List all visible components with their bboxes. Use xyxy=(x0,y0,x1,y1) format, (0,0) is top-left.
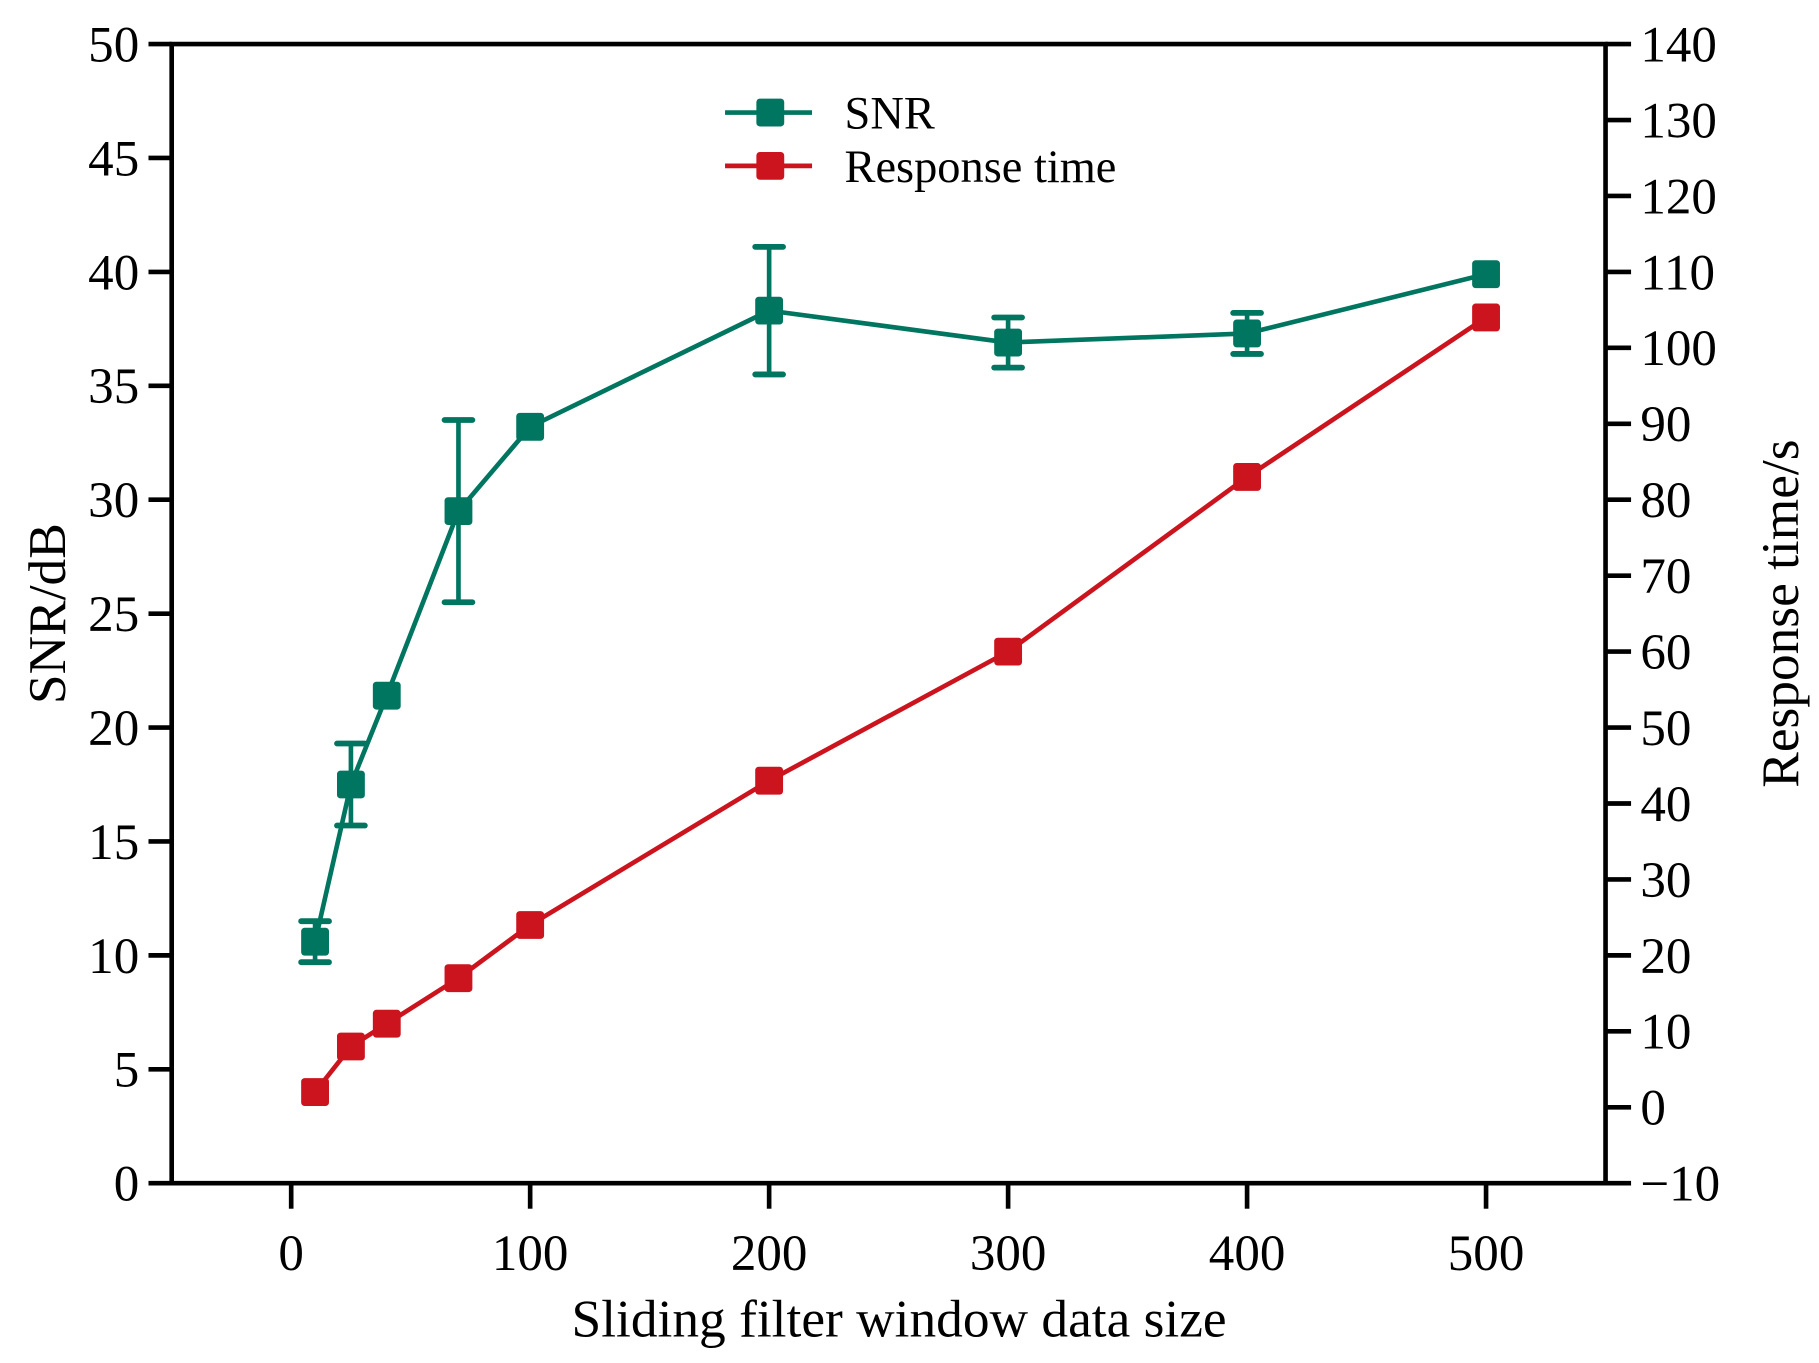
data-point-response-time xyxy=(337,1032,365,1061)
x-tick-label: 400 xyxy=(1209,1226,1286,1282)
right-y-tick-label: −10 xyxy=(1640,1157,1720,1213)
right-y-tick-label: 40 xyxy=(1640,777,1691,833)
data-point-response-time xyxy=(1472,303,1500,332)
left-y-tick-label: 5 xyxy=(114,1043,140,1099)
right-y-tick-label: 10 xyxy=(1640,1005,1691,1061)
legend-response-label: Response time xyxy=(845,142,1117,193)
left-y-tick-label: 45 xyxy=(88,131,139,187)
data-point-snr xyxy=(337,770,365,799)
right-y-tick-label: 110 xyxy=(1640,245,1715,301)
right-y-tick-label: 100 xyxy=(1640,321,1717,377)
data-point-snr xyxy=(444,497,473,526)
legend-snr-label: SNR xyxy=(845,89,935,140)
left-y-tick-label: 40 xyxy=(88,245,139,301)
legend: SNR Response time xyxy=(725,89,1116,193)
left-y-axis-title: SNR/dB xyxy=(17,523,77,704)
left-y-tick-label: 15 xyxy=(88,815,139,871)
right-y-tick-label: 60 xyxy=(1640,625,1691,681)
ticks: 0 100 200 300 400 500 0 5 10 15 20 25 30 35 40 45 50 −10 0… xyxy=(88,17,1720,1282)
data-point-response-time xyxy=(516,911,545,939)
data-point-snr xyxy=(1472,260,1500,289)
data-point-snr xyxy=(301,927,329,956)
left-y-tick-label: 10 xyxy=(88,929,139,985)
x-tick-label: 200 xyxy=(731,1226,808,1282)
data-point-response-time xyxy=(301,1078,329,1106)
x-tick-label: 500 xyxy=(1448,1226,1525,1282)
left-y-tick-label: 25 xyxy=(88,587,139,643)
right-y-tick-label: 140 xyxy=(1640,17,1717,73)
series-response-time xyxy=(301,303,1500,1106)
data-point-response-time xyxy=(372,1009,401,1038)
legend-item-response-time[interactable]: Response time xyxy=(725,142,1116,193)
x-axis-title: Sliding filter window data size xyxy=(572,1288,1227,1348)
left-y-tick-label: 20 xyxy=(88,701,139,757)
legend-item-snr[interactable]: SNR xyxy=(725,89,935,140)
right-y-tick-label: 70 xyxy=(1640,549,1691,605)
x-tick-label: 300 xyxy=(970,1226,1047,1282)
data-point-response-time xyxy=(444,964,473,993)
data-point-response-time xyxy=(755,766,784,795)
series-snr xyxy=(298,243,1500,966)
x-tick-label: 0 xyxy=(278,1226,304,1282)
data-point-snr xyxy=(516,412,545,441)
plot-area xyxy=(298,243,1500,1106)
data-point-response-time xyxy=(1233,463,1262,491)
right-y-tick-label: 90 xyxy=(1640,397,1691,453)
data-point-snr xyxy=(994,328,1023,357)
legend-response-marker xyxy=(756,151,785,180)
left-y-tick-label: 0 xyxy=(114,1157,140,1213)
right-y-tick-label: 0 xyxy=(1640,1081,1666,1137)
right-y-tick-label: 130 xyxy=(1640,93,1717,149)
right-y-axis-title: Response time/s xyxy=(1750,439,1810,787)
left-y-tick-label: 35 xyxy=(88,359,139,415)
right-y-tick-label: 80 xyxy=(1640,473,1691,529)
data-point-response-time xyxy=(994,637,1023,666)
left-y-tick-label: 50 xyxy=(88,17,139,73)
right-y-tick-label: 30 xyxy=(1640,853,1691,909)
left-y-tick-label: 30 xyxy=(88,473,139,529)
data-point-snr xyxy=(755,296,784,325)
legend-snr-marker xyxy=(756,98,785,127)
data-point-snr xyxy=(372,681,401,710)
right-y-tick-label: 20 xyxy=(1640,929,1691,985)
right-y-tick-label: 50 xyxy=(1640,701,1691,757)
data-point-snr xyxy=(1233,319,1262,348)
x-tick-label: 100 xyxy=(492,1226,569,1282)
right-y-tick-label: 120 xyxy=(1640,169,1717,225)
